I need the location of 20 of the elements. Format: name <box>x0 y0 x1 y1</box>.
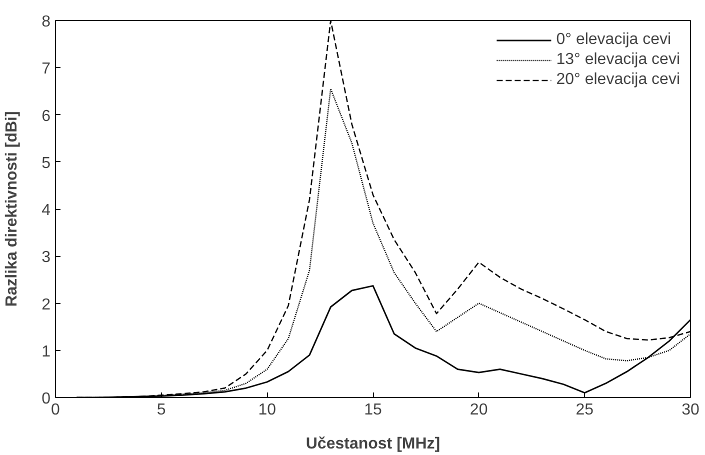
y-tick-label: 1 <box>42 343 51 360</box>
x-axis-title: Učestanost [MHz] <box>306 436 440 452</box>
y-axis-title: Razlika direktivnosti [dBi] <box>4 111 21 307</box>
y-tick-label: 0 <box>42 390 51 408</box>
y-tick-label: 5 <box>42 154 51 172</box>
y-tick-label: 4 <box>42 202 51 219</box>
y-tick-label: 2 <box>42 296 51 314</box>
y-tick-label: 8 <box>42 14 51 30</box>
x-tick-label: 20 <box>470 402 488 418</box>
x-tick-label: 25 <box>576 402 594 418</box>
x-tick-label: 10 <box>258 402 276 418</box>
x-tick-label: 5 <box>156 402 166 418</box>
y-tick-label: 7 <box>42 60 51 78</box>
x-tick-label: 15 <box>364 402 382 418</box>
legend-label: 13° elevacija cevi <box>556 51 680 69</box>
legend-label: 0° elevacija cevi <box>556 31 672 49</box>
x-tick-label: 30 <box>682 402 700 418</box>
y-tick-label: 6 <box>42 108 51 125</box>
legend-label: 20° elevacija cevi <box>556 71 680 89</box>
y-tick-label: 3 <box>42 249 51 266</box>
